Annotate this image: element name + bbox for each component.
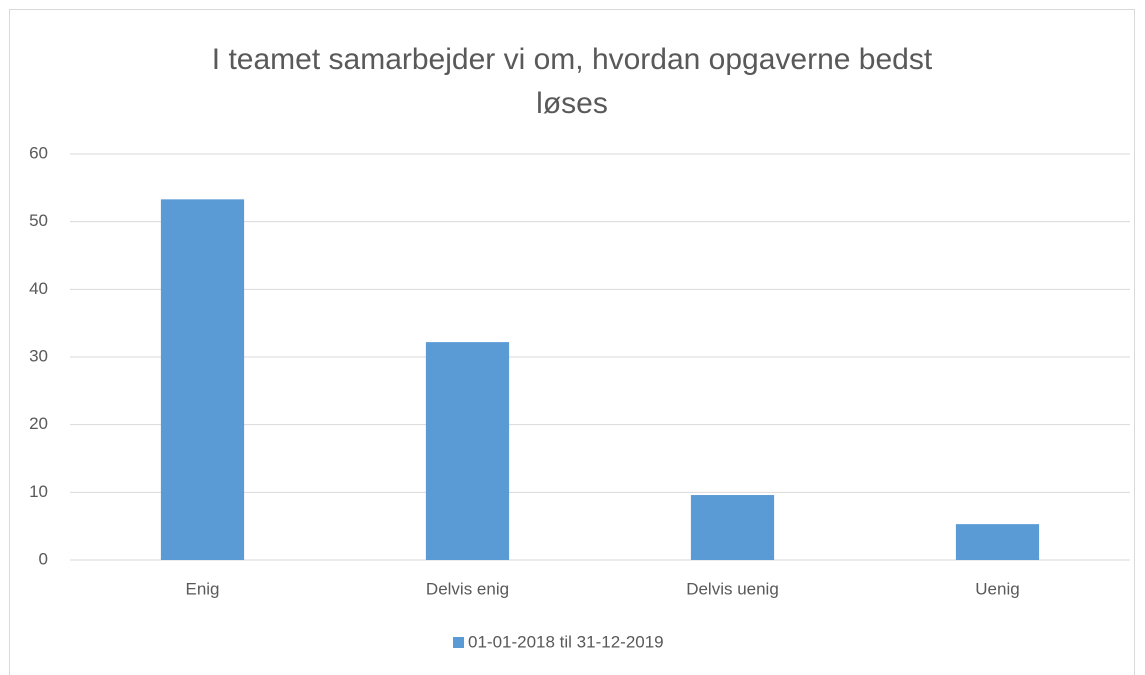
y-tick-label: 30 (29, 346, 48, 365)
legend-swatch (453, 637, 464, 648)
x-tick-label: Delvis enig (426, 579, 509, 598)
y-tick-label: 50 (29, 211, 48, 230)
y-tick-label: 10 (29, 482, 48, 501)
chart-title: I teamet samarbejder vi om, hvordan opga… (211, 43, 933, 120)
y-tick-label: 40 (29, 279, 48, 298)
y-tick-label: 0 (39, 549, 48, 568)
legend-label: 01-01-2018 til 31-12-2019 (468, 632, 664, 651)
bar (690, 495, 775, 560)
y-tick-label: 60 (29, 143, 48, 162)
bar (425, 342, 510, 560)
x-tick-label: Uenig (975, 579, 1019, 598)
bar (955, 524, 1040, 560)
y-tick-label: 20 (29, 414, 48, 433)
x-tick-label: Delvis uenig (686, 579, 779, 598)
x-tick-label: Enig (185, 579, 219, 598)
bar (160, 199, 245, 560)
chart-frame (9, 9, 1135, 675)
